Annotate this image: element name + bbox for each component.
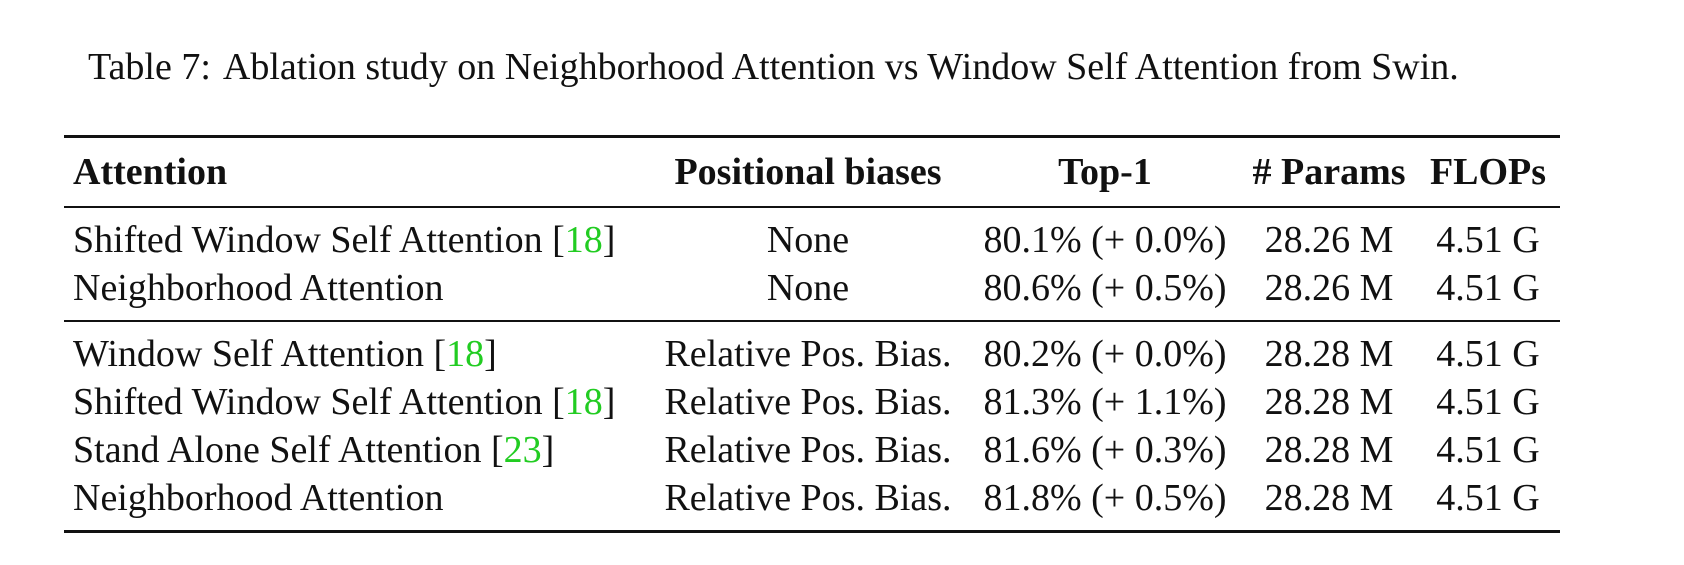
ablation-table: Attention Positional biases Top-1 # Para… <box>64 135 1560 533</box>
top1-cell: 80.6% (+ 0.5%) <box>983 267 1227 309</box>
citation-link[interactable]: 18 <box>446 333 485 375</box>
citation-link[interactable]: 18 <box>564 219 603 261</box>
top1-cell: 81.8% (+ 0.5%) <box>983 477 1227 519</box>
table-row: Window Self Attention [18] Relative Pos.… <box>64 330 1560 378</box>
caption-label: Table 7: <box>88 46 211 88</box>
params-cell: 28.28 M <box>1264 477 1394 519</box>
flops-cell: 4.51 G <box>1436 219 1540 261</box>
params-cell: 28.28 M <box>1264 333 1394 375</box>
attention-cell: Shifted Window Self Attention [18] <box>73 381 616 423</box>
attention-cell: Window Self Attention [18] <box>73 333 497 375</box>
header-rule <box>64 206 1560 208</box>
table-group-1: Shifted Window Self Attention [18] None … <box>64 216 1560 312</box>
group-divider-rule <box>64 320 1560 322</box>
flops-cell: 4.51 G <box>1436 333 1540 375</box>
table-row: Shifted Window Self Attention [18] Relat… <box>64 378 1560 426</box>
top1-cell: 80.1% (+ 0.0%) <box>983 219 1227 261</box>
flops-cell: 4.51 G <box>1436 267 1540 309</box>
citation-link[interactable]: 23 <box>503 429 542 471</box>
flops-cell: 4.51 G <box>1436 429 1540 471</box>
bottom-rule <box>64 530 1560 533</box>
attention-cell: Stand Alone Self Attention [23] <box>73 429 555 471</box>
bias-cell: Relative Pos. Bias. <box>664 381 952 423</box>
params-cell: 28.26 M <box>1264 219 1394 261</box>
table-caption: Table 7: Ablation study on Neighborhood A… <box>88 42 1459 92</box>
table-row: Neighborhood Attention None 80.6% (+ 0.5… <box>64 264 1560 312</box>
table-row: Stand Alone Self Attention [23] Relative… <box>64 426 1560 474</box>
citation-link[interactable]: 18 <box>564 381 603 423</box>
bias-cell: Relative Pos. Bias. <box>664 477 952 519</box>
table-group-2: Window Self Attention [18] Relative Pos.… <box>64 330 1560 522</box>
header-attention: Attention <box>73 151 228 193</box>
bias-cell: None <box>766 219 850 261</box>
header-positional-biases: Positional biases <box>674 151 942 193</box>
caption-text: Ablation study on Neighborhood Attention… <box>222 46 1459 88</box>
table-row: Shifted Window Self Attention [18] None … <box>64 216 1560 264</box>
top1-cell: 80.2% (+ 0.0%) <box>983 333 1227 375</box>
table-header: Attention Positional biases Top-1 # Para… <box>64 138 1560 206</box>
top1-cell: 81.3% (+ 1.1%) <box>983 381 1227 423</box>
bias-cell: Relative Pos. Bias. <box>664 333 952 375</box>
bias-cell: None <box>766 267 850 309</box>
attention-cell: Neighborhood Attention <box>73 477 444 519</box>
params-cell: 28.26 M <box>1264 267 1394 309</box>
header-flops: FLOPs <box>1429 151 1547 193</box>
params-cell: 28.28 M <box>1264 429 1394 471</box>
top-rule <box>64 135 1560 138</box>
bias-cell: Relative Pos. Bias. <box>664 429 952 471</box>
header-row: Attention Positional biases Top-1 # Para… <box>64 138 1560 206</box>
top1-cell: 81.6% (+ 0.3%) <box>983 429 1227 471</box>
table-row: Neighborhood Attention Relative Pos. Bia… <box>64 474 1560 522</box>
flops-cell: 4.51 G <box>1436 477 1540 519</box>
flops-cell: 4.51 G <box>1436 381 1540 423</box>
header-params: # Params <box>1252 151 1406 193</box>
header-top1: Top-1 <box>1058 151 1152 193</box>
params-cell: 28.28 M <box>1264 381 1394 423</box>
attention-cell: Shifted Window Self Attention [18] <box>73 219 616 261</box>
attention-cell: Neighborhood Attention <box>73 267 444 309</box>
